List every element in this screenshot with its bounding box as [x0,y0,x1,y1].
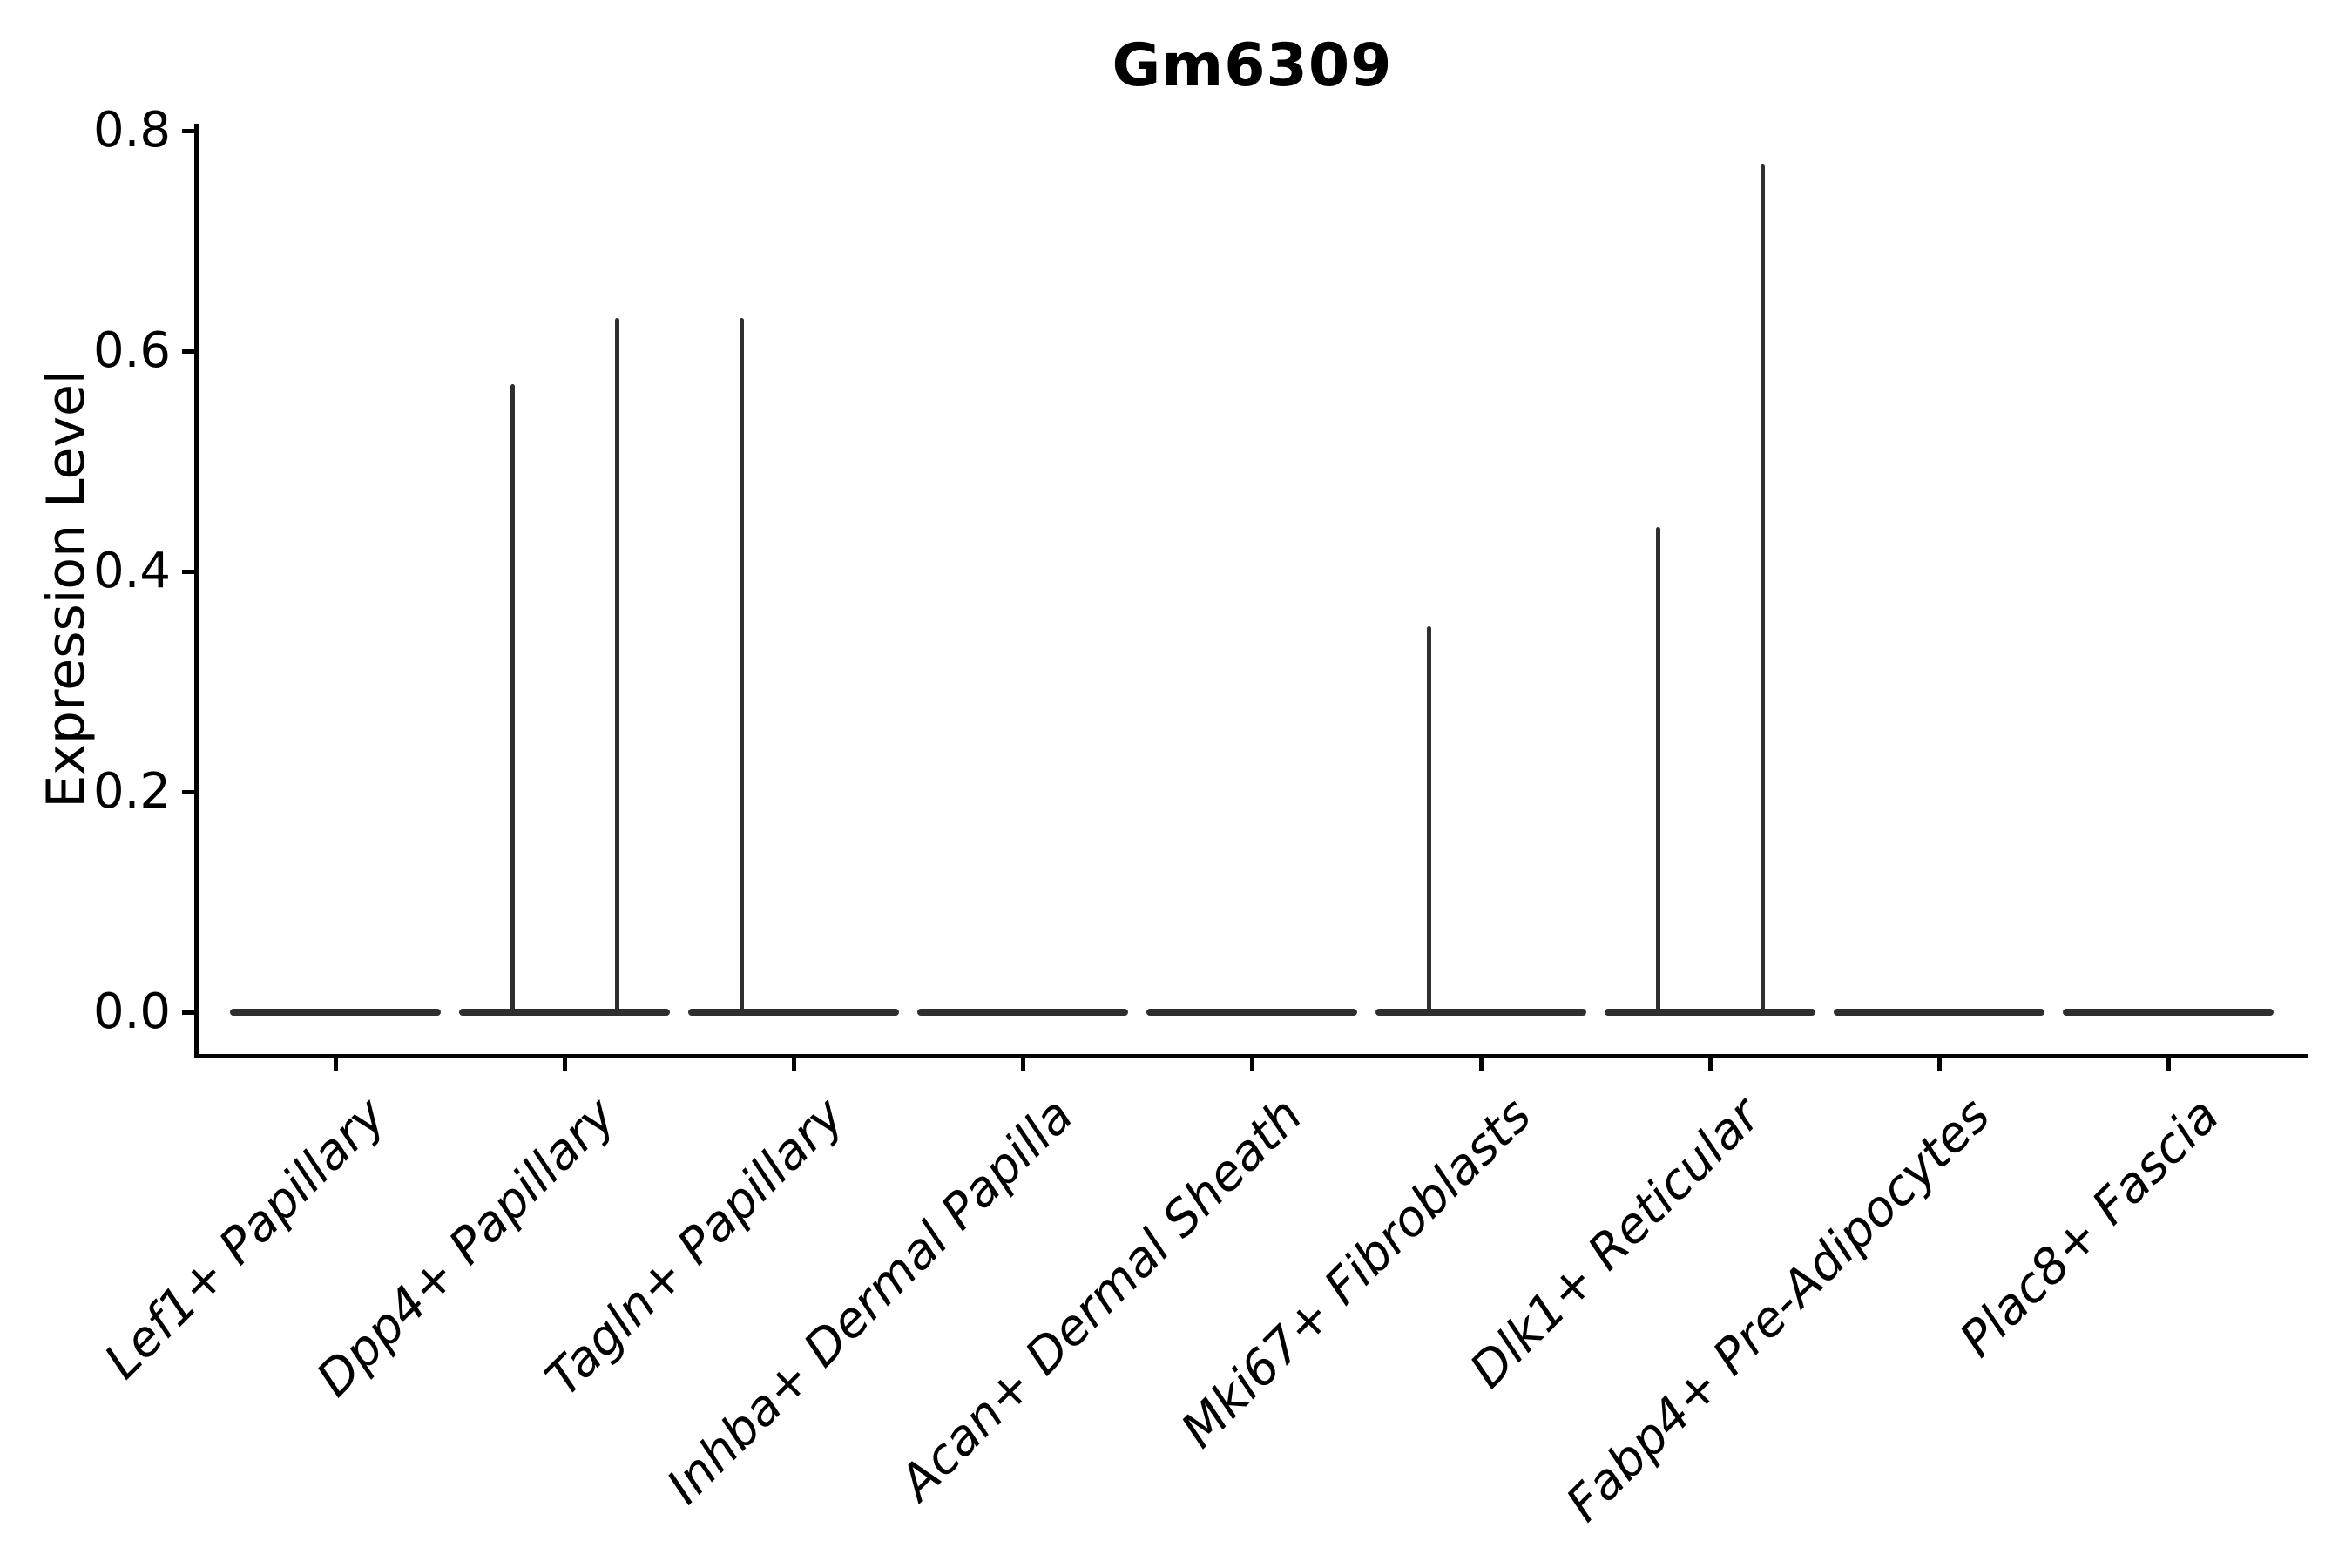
y-tick-label: 0.4 [92,543,171,599]
x-tick [1250,1057,1254,1071]
violin-spike [739,318,744,1012]
violin-base [459,1009,670,1016]
y-tick [182,129,196,133]
violin-base [917,1009,1128,1016]
violin-spike [510,383,515,1012]
y-axis-spine [194,124,199,1058]
violin-spike [1426,626,1431,1012]
x-tick-label: Acan+ Dermal Sheath [889,1087,1314,1511]
y-tick-label: 0.2 [92,763,171,820]
x-axis-spine [194,1054,2308,1058]
violin-base [1834,1009,2044,1016]
violin-spike [1760,163,1765,1012]
x-tick [334,1057,338,1071]
x-tick [792,1057,796,1071]
violin-base [1146,1009,1357,1016]
chart-title: Gm6309 [1112,31,1393,100]
y-tick-label: 0.6 [92,322,171,379]
y-tick [182,1010,196,1015]
x-tick [1021,1057,1025,1071]
violin-base [688,1009,899,1016]
x-tick-label: Fabp4+ Pre-Adipocytes [1555,1087,2001,1533]
x-tick [563,1057,567,1071]
y-tick [182,570,196,574]
x-tick [1937,1057,1942,1071]
violin-spike [1655,527,1660,1012]
y-tick-label: 0.0 [92,983,171,1040]
y-tick [182,790,196,794]
y-tick-label: 0.8 [92,102,171,159]
violin-base [230,1009,441,1016]
violin-base [1375,1009,1586,1016]
x-tick-label: Inhba+ Dermal Papilla [656,1087,1085,1516]
y-tick [182,349,196,354]
violin-spike [614,318,619,1012]
x-tick [1479,1057,1484,1071]
violin-base [2063,1009,2274,1016]
x-tick [2166,1057,2171,1071]
x-tick [1708,1057,1713,1071]
violin-base [1605,1009,1815,1016]
